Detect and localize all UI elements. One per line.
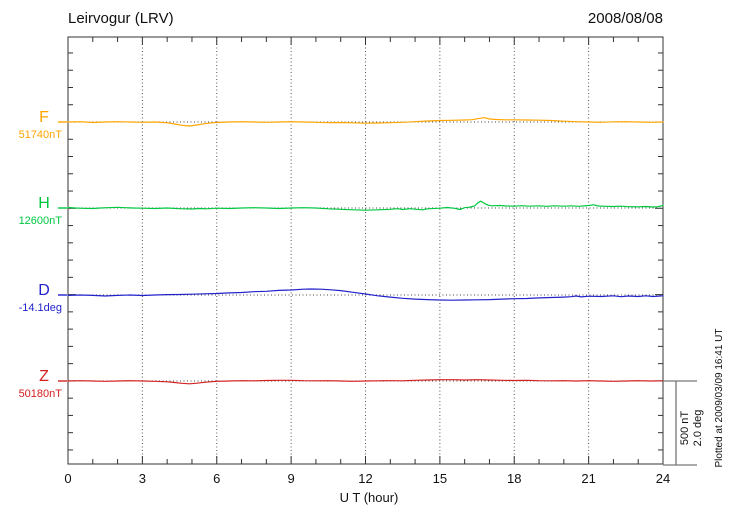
x-tick-label-9: 9 bbox=[288, 471, 295, 486]
x-tick-label-12: 12 bbox=[358, 471, 372, 486]
trace-F bbox=[67, 117, 664, 127]
channel-letter-H: H bbox=[38, 195, 50, 212]
channel-value-F: 51740nT bbox=[19, 129, 63, 141]
scale-bar-nt-label: 500 nT bbox=[679, 411, 691, 446]
channel-letter-D: D bbox=[38, 282, 50, 299]
x-axis-label: U T (hour) bbox=[340, 490, 399, 505]
plot-title: Leirvogur (LRV) bbox=[68, 10, 174, 27]
channel-value-Z: 50180nT bbox=[19, 388, 63, 400]
trace-D bbox=[67, 288, 664, 301]
x-tick-label-24: 24 bbox=[656, 471, 670, 486]
scale-bar bbox=[663, 380, 697, 466]
x-tick-label-21: 21 bbox=[581, 471, 595, 486]
x-tick-label-3: 3 bbox=[139, 471, 146, 486]
x-tick-label-18: 18 bbox=[507, 471, 521, 486]
trace-Z bbox=[67, 379, 664, 385]
plot-content: 0 3 6 9 12 15 18 21 24 F 51740nT H 12600nT D -14.1deg Z… bbox=[19, 37, 670, 486]
x-tick-label-15: 15 bbox=[433, 471, 447, 486]
plot-footer-note: Plotted at 2009/03/09 16:41 UT bbox=[714, 329, 725, 468]
plot-date: 2008/08/08 bbox=[588, 10, 663, 27]
x-tick-label-0: 0 bbox=[64, 471, 71, 486]
x-tick-label-6: 6 bbox=[213, 471, 220, 486]
channel-letter-F: F bbox=[39, 109, 49, 126]
channel-letter-Z: Z bbox=[39, 368, 49, 385]
trace-H bbox=[67, 200, 664, 211]
scale-bar-deg-label: 2.0 deg bbox=[692, 410, 704, 447]
channel-value-D: -14.1deg bbox=[19, 302, 62, 314]
channel-value-H: 12600nT bbox=[19, 215, 63, 227]
